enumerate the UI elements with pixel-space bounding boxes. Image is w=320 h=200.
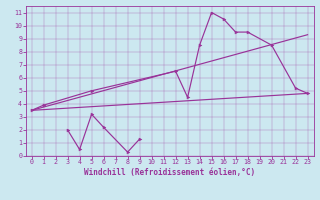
X-axis label: Windchill (Refroidissement éolien,°C): Windchill (Refroidissement éolien,°C) xyxy=(84,168,255,177)
